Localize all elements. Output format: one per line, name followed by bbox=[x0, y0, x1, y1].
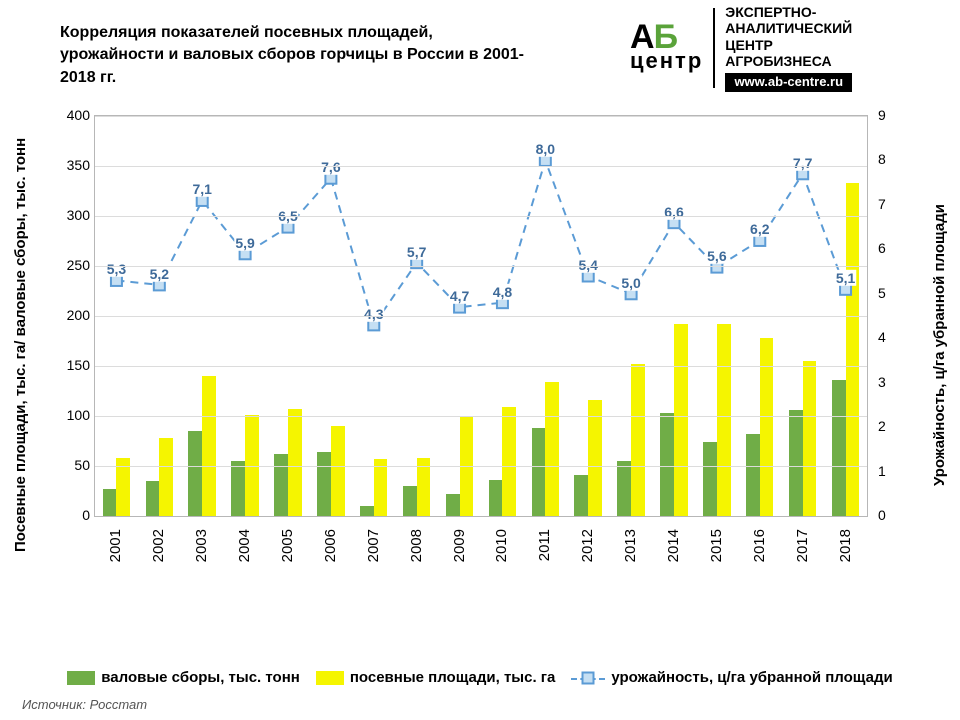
x-tick-label: 2011 bbox=[536, 529, 553, 561]
y2-tick: 2 bbox=[878, 418, 902, 434]
y2-tick: 8 bbox=[878, 151, 902, 167]
x-tick-label: 2013 bbox=[622, 529, 639, 562]
brand-logo: АБ центр ЭКСПЕРТНО- АНАЛИТИЧЕСКИЙ ЦЕНТР … bbox=[630, 8, 940, 88]
x-tick-label: 2004 bbox=[236, 529, 253, 562]
yield-value-label: 8,0 bbox=[535, 141, 556, 157]
legend-swatch-yellow bbox=[316, 671, 344, 685]
y1-tick: 200 bbox=[58, 307, 90, 323]
logo-line3: ЦЕНТР bbox=[725, 37, 852, 53]
legend-swatch-line bbox=[571, 671, 605, 685]
y2-tick: 4 bbox=[878, 329, 902, 345]
yield-value-label: 5,3 bbox=[106, 261, 127, 277]
yield-value-label: 7,7 bbox=[792, 155, 813, 171]
yield-value-label: 7,6 bbox=[320, 159, 341, 175]
y2-ticks: 0123456789 bbox=[878, 115, 902, 515]
yield-value-label: 4,3 bbox=[363, 306, 384, 322]
y2-tick: 0 bbox=[878, 507, 902, 523]
x-tick-label: 2003 bbox=[193, 529, 210, 562]
x-tick-label: 2010 bbox=[493, 529, 510, 562]
yield-value-label: 5,7 bbox=[406, 243, 427, 259]
chart-title: Корреляция показателей посевных площадей… bbox=[60, 22, 540, 89]
y2-tick: 7 bbox=[878, 196, 902, 212]
x-tick-label: 2002 bbox=[150, 529, 167, 562]
logo-url: www.ab-centre.ru bbox=[725, 73, 852, 92]
y1-tick: 300 bbox=[58, 207, 90, 223]
x-tick-label: 2014 bbox=[665, 529, 682, 562]
x-tick-label: 2015 bbox=[708, 529, 725, 562]
x-axis-labels: 2001 2002 2003 2004 2005 2006 2007 2008 2009 2010… bbox=[94, 523, 866, 583]
legend-label-sown: посевные площади, тыс. га bbox=[350, 669, 556, 686]
x-tick-label: 2009 bbox=[451, 529, 468, 562]
x-tick-label: 2012 bbox=[579, 529, 596, 562]
yield-value-label: 6,6 bbox=[663, 203, 684, 219]
yield-value-label: 5,1 bbox=[835, 270, 856, 286]
y1-tick: 150 bbox=[58, 357, 90, 373]
yield-value-label: 5,6 bbox=[706, 248, 727, 264]
x-tick-label: 2018 bbox=[837, 529, 854, 562]
logo-centr: центр bbox=[630, 48, 703, 74]
y2-axis-label: Урожайность, ц/га убранной площади bbox=[931, 135, 948, 555]
logo-text: ЭКСПЕРТНО- АНАЛИТИЧЕСКИЙ ЦЕНТР АГРОБИЗНЕ… bbox=[715, 8, 852, 88]
y1-tick: 0 bbox=[58, 507, 90, 523]
yield-value-label: 7,1 bbox=[191, 181, 212, 197]
logo-line1: ЭКСПЕРТНО- bbox=[725, 4, 852, 20]
legend-item-gross: валовые сборы, тыс. тонн bbox=[67, 669, 300, 686]
y2-tick: 6 bbox=[878, 240, 902, 256]
y1-ticks: 050100150200250300350400 bbox=[58, 115, 90, 515]
logo-line4: АГРОБИЗНЕСА bbox=[725, 53, 852, 69]
yield-value-label: 6,2 bbox=[749, 221, 770, 237]
yield-value-label: 4,7 bbox=[449, 288, 470, 304]
y2-tick: 1 bbox=[878, 463, 902, 479]
chart-area: Посевные площади, тыс. га/ валовые сборы… bbox=[40, 115, 920, 635]
yield-value-label: 5,0 bbox=[620, 275, 641, 291]
logo-mark: АБ центр bbox=[630, 8, 715, 88]
yield-value-label: 5,9 bbox=[234, 235, 255, 251]
page: Корреляция показателей посевных площадей… bbox=[0, 0, 960, 720]
yield-value-label: 5,2 bbox=[149, 266, 170, 282]
plot-region: 5,35,27,15,96,57,64,35,74,74,88,05,45,06… bbox=[94, 115, 868, 517]
x-tick-label: 2008 bbox=[408, 529, 425, 562]
yield-value-label: 4,8 bbox=[492, 283, 513, 299]
y1-tick: 400 bbox=[58, 107, 90, 123]
legend-item-sown: посевные площади, тыс. га bbox=[316, 669, 556, 686]
y1-tick: 50 bbox=[58, 457, 90, 473]
x-tick-label: 2017 bbox=[794, 529, 811, 562]
logo-line2: АНАЛИТИЧЕСКИЙ bbox=[725, 20, 852, 36]
legend-label-yield: урожайность, ц/га убранной площади bbox=[611, 669, 892, 686]
y1-tick: 250 bbox=[58, 257, 90, 273]
y2-tick: 9 bbox=[878, 107, 902, 123]
x-tick-label: 2005 bbox=[279, 529, 296, 562]
x-tick-label: 2007 bbox=[365, 529, 382, 562]
yield-value-label: 5,4 bbox=[577, 257, 598, 273]
legend-label-gross: валовые сборы, тыс. тонн bbox=[101, 669, 300, 686]
x-tick-label: 2001 bbox=[107, 529, 124, 562]
y2-tick: 5 bbox=[878, 285, 902, 301]
source-note: Источник: Росстат bbox=[22, 697, 147, 712]
x-tick-label: 2016 bbox=[751, 529, 768, 562]
legend: валовые сборы, тыс. тонн посевные площад… bbox=[40, 669, 920, 686]
y2-tick: 3 bbox=[878, 374, 902, 390]
legend-swatch-green bbox=[67, 671, 95, 685]
legend-item-yield: урожайность, ц/га убранной площади bbox=[571, 669, 892, 686]
y1-axis-label: Посевные площади, тыс. га/ валовые сборы… bbox=[12, 135, 29, 555]
y1-tick: 100 bbox=[58, 407, 90, 423]
y1-tick: 350 bbox=[58, 157, 90, 173]
x-tick-label: 2006 bbox=[322, 529, 339, 562]
